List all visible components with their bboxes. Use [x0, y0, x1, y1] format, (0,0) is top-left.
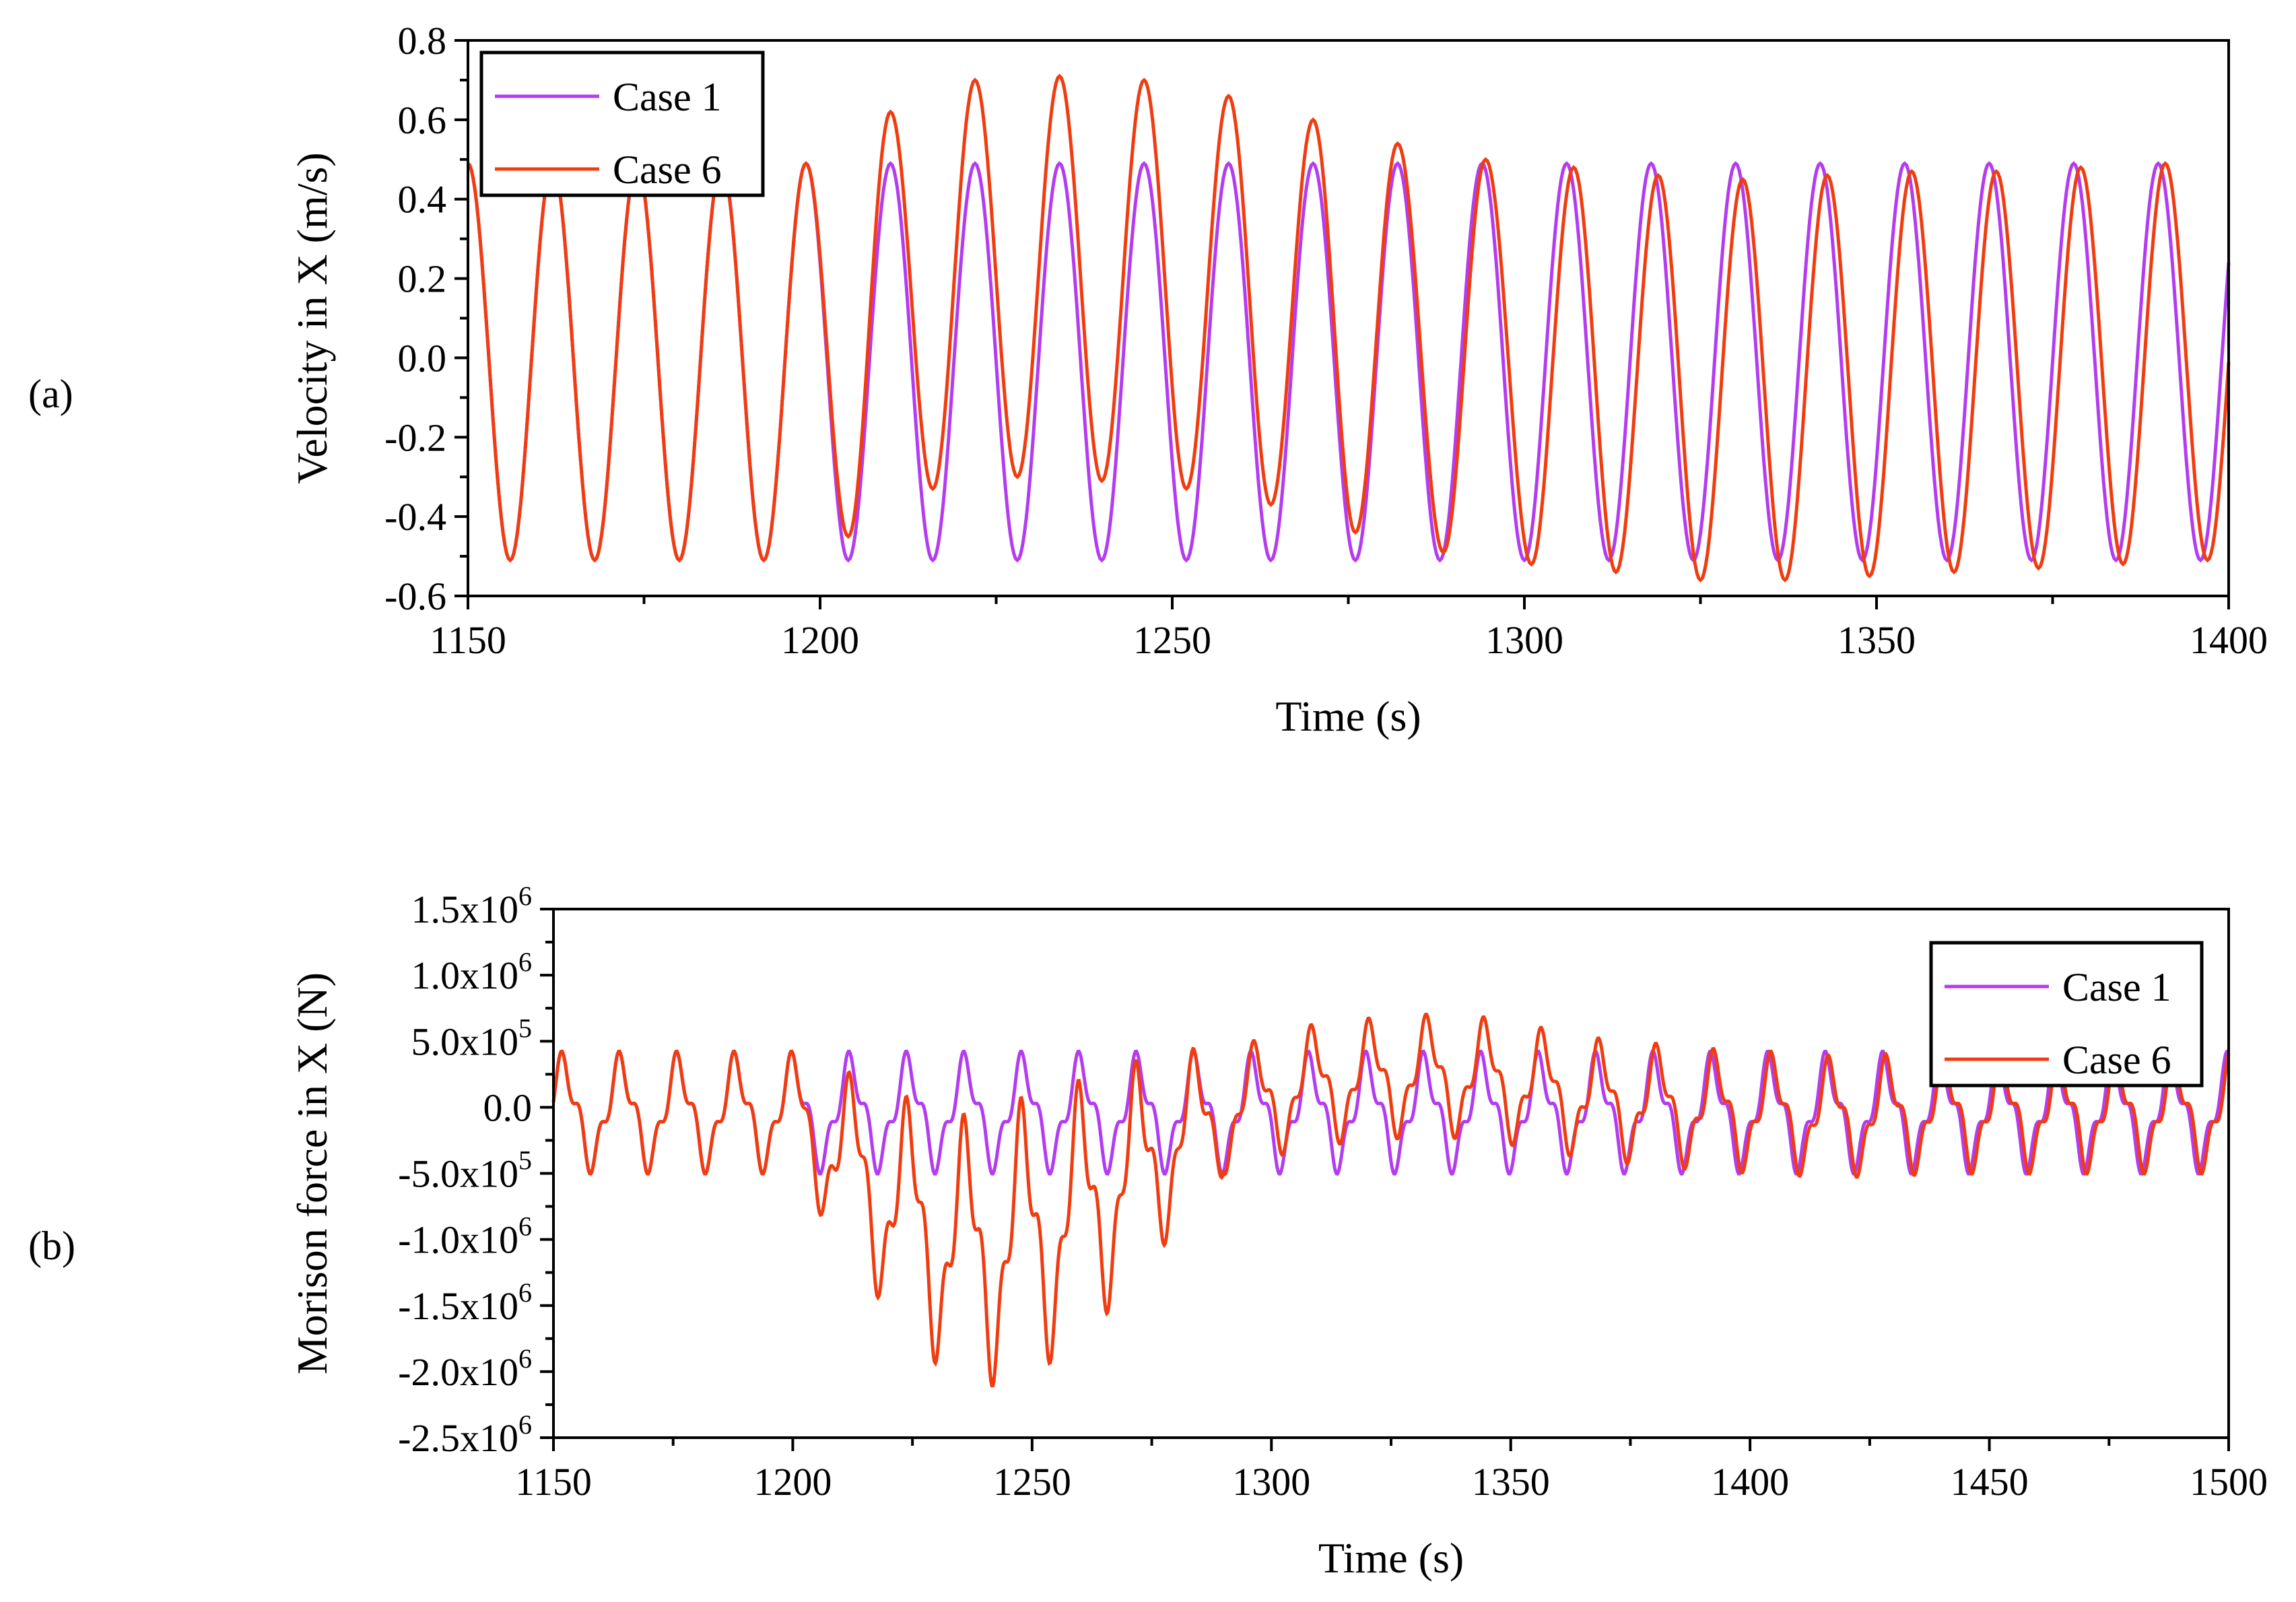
velocity-ytick-label: 0.6: [398, 98, 447, 142]
velocity-legend: Case 1 Case 6: [479, 51, 765, 197]
velocity-ytick-label: -0.4: [384, 495, 446, 539]
force-ytick-label: -1.0x106: [398, 1211, 532, 1262]
force-ytick-label: 0.0: [483, 1086, 533, 1129]
velocity-legend-label: Case 6: [613, 147, 722, 192]
velocity-legend-label: Case 1: [613, 75, 722, 119]
force-legend-box: [1929, 941, 2204, 1088]
morison-force-chart: 1150 1200 1250 1300 1350 1400 1450 1500 -2.5x106…: [288, 881, 2268, 1582]
force-ytick-label: -1.5x106: [398, 1277, 532, 1328]
velocity-series-group: [467, 73, 2231, 582]
panel-label-a: (a): [28, 372, 73, 416]
force-axis-ticks: 1150 1200 1250 1300 1350 1400 1450 1500 -2.5x106…: [398, 881, 2268, 1504]
velocity-xtick-label: 1350: [1837, 618, 1916, 662]
velocity-ytick-label: -0.6: [384, 574, 446, 618]
velocity-y-axis-title: Velocity in X (m/s): [288, 152, 336, 483]
force-legend: Case 1 Case 6: [1929, 941, 2204, 1088]
force-legend-label: Case 1: [2062, 965, 2171, 1009]
force-ytick-label: 5.0x105: [411, 1013, 533, 1063]
velocity-xtick-label: 1250: [1133, 618, 1211, 662]
panel-label-b: (b): [28, 1224, 75, 1268]
velocity-xtick-label: 1200: [781, 618, 859, 662]
velocity-chart: 1150 1200 1250 1300 1350 1400 -0.6 -0.4 -0.2 0.0 0…: [288, 19, 2268, 740]
velocity-x-axis-title: Time (s): [1275, 692, 1421, 740]
velocity-xtick-label: 1400: [2190, 618, 2268, 662]
force-xtick-label: 1300: [1232, 1460, 1310, 1504]
velocity-legend-box: [479, 51, 765, 197]
force-legend-label: Case 6: [2062, 1038, 2171, 1082]
velocity-ytick-label: 0.8: [398, 19, 447, 63]
force-series-1: [551, 1049, 2231, 1176]
force-ytick-label: 1.0x106: [411, 947, 533, 997]
velocity-xtick-label: 1150: [430, 618, 506, 662]
force-xtick-label: 1200: [753, 1460, 832, 1504]
velocity-ytick-label: -0.2: [384, 415, 446, 459]
force-ytick-label: -5.0x105: [398, 1145, 532, 1196]
force-ytick-label: 1.5x106: [411, 881, 533, 931]
velocity-xtick-label: 1300: [1485, 618, 1563, 662]
force-xtick-label: 1250: [993, 1460, 1071, 1504]
force-xtick-label: 1500: [2190, 1460, 2268, 1504]
velocity-ytick-label: 0.4: [398, 178, 447, 222]
velocity-ytick-label: 0.0: [398, 336, 447, 380]
force-xtick-label: 1450: [1951, 1460, 2029, 1504]
force-ytick-label: -2.0x106: [398, 1343, 532, 1394]
force-xtick-label: 1400: [1711, 1460, 1789, 1504]
force-xtick-label: 1350: [1472, 1460, 1550, 1504]
velocity-axis-ticks: 1150 1200 1250 1300 1350 1400 -0.6 -0.4 -0.2 0.0 0…: [384, 19, 2268, 662]
velocity-series-2: [467, 73, 2231, 582]
force-xtick-label: 1150: [515, 1460, 592, 1504]
force-x-axis-title: Time (s): [1318, 1534, 1464, 1582]
force-ytick-label: -2.5x106: [398, 1409, 532, 1460]
velocity-ytick-label: 0.2: [398, 257, 447, 301]
force-y-axis-title: Morison force in X (N): [288, 972, 336, 1374]
